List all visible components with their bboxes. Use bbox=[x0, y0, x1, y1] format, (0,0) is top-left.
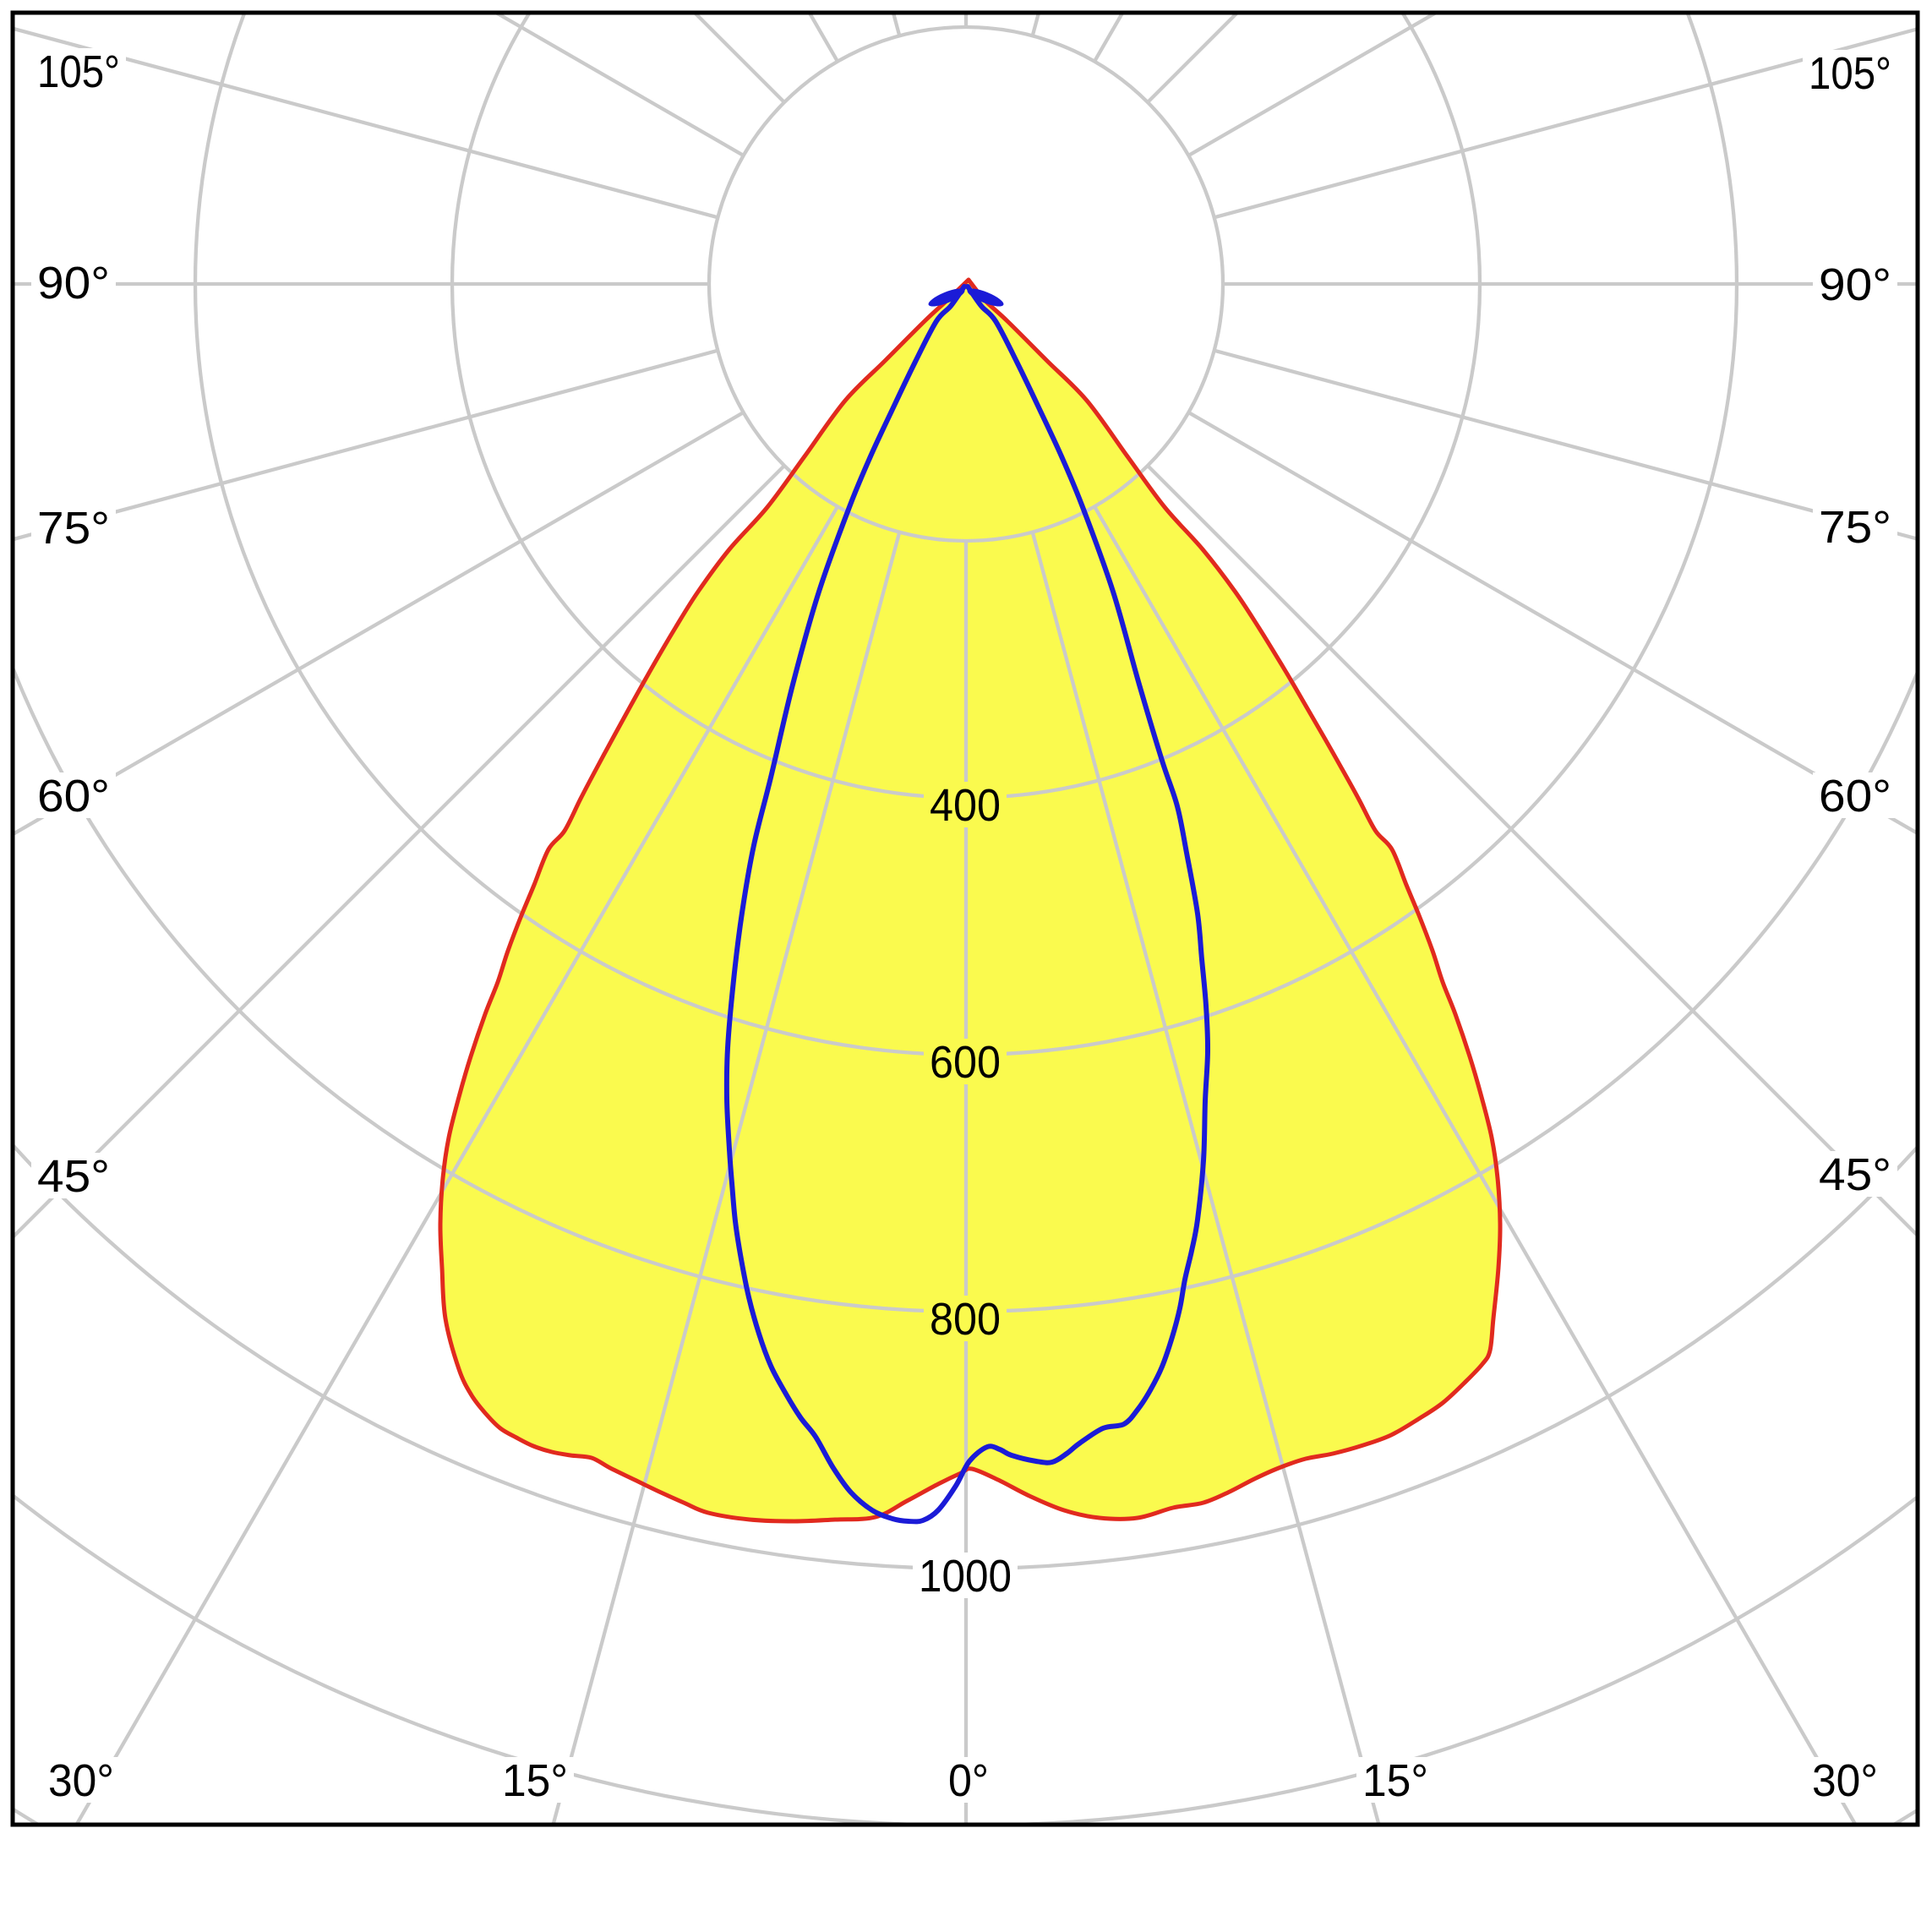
svg-text:0°: 0° bbox=[948, 1755, 989, 1806]
svg-text:15°: 15° bbox=[1362, 1755, 1428, 1806]
svg-text:105°: 105° bbox=[1809, 48, 1891, 99]
svg-text:45°: 45° bbox=[1819, 1149, 1891, 1200]
svg-text:60°: 60° bbox=[37, 771, 110, 821]
svg-text:75°: 75° bbox=[1819, 502, 1891, 553]
svg-text:15°: 15° bbox=[502, 1755, 568, 1806]
svg-text:1000: 1000 bbox=[919, 1551, 1012, 1602]
svg-text:30°: 30° bbox=[1812, 1755, 1878, 1806]
svg-text:60°: 60° bbox=[1819, 771, 1891, 821]
svg-text:800: 800 bbox=[930, 1294, 1001, 1345]
svg-text:400: 400 bbox=[930, 780, 1001, 831]
svg-text:600: 600 bbox=[930, 1037, 1001, 1088]
svg-text:105°: 105° bbox=[37, 46, 120, 97]
svg-text:90°: 90° bbox=[37, 258, 110, 308]
svg-text:90°: 90° bbox=[1819, 259, 1891, 310]
svg-text:45°: 45° bbox=[37, 1151, 110, 1202]
svg-text:75°: 75° bbox=[37, 503, 110, 554]
svg-text:30°: 30° bbox=[48, 1755, 114, 1806]
